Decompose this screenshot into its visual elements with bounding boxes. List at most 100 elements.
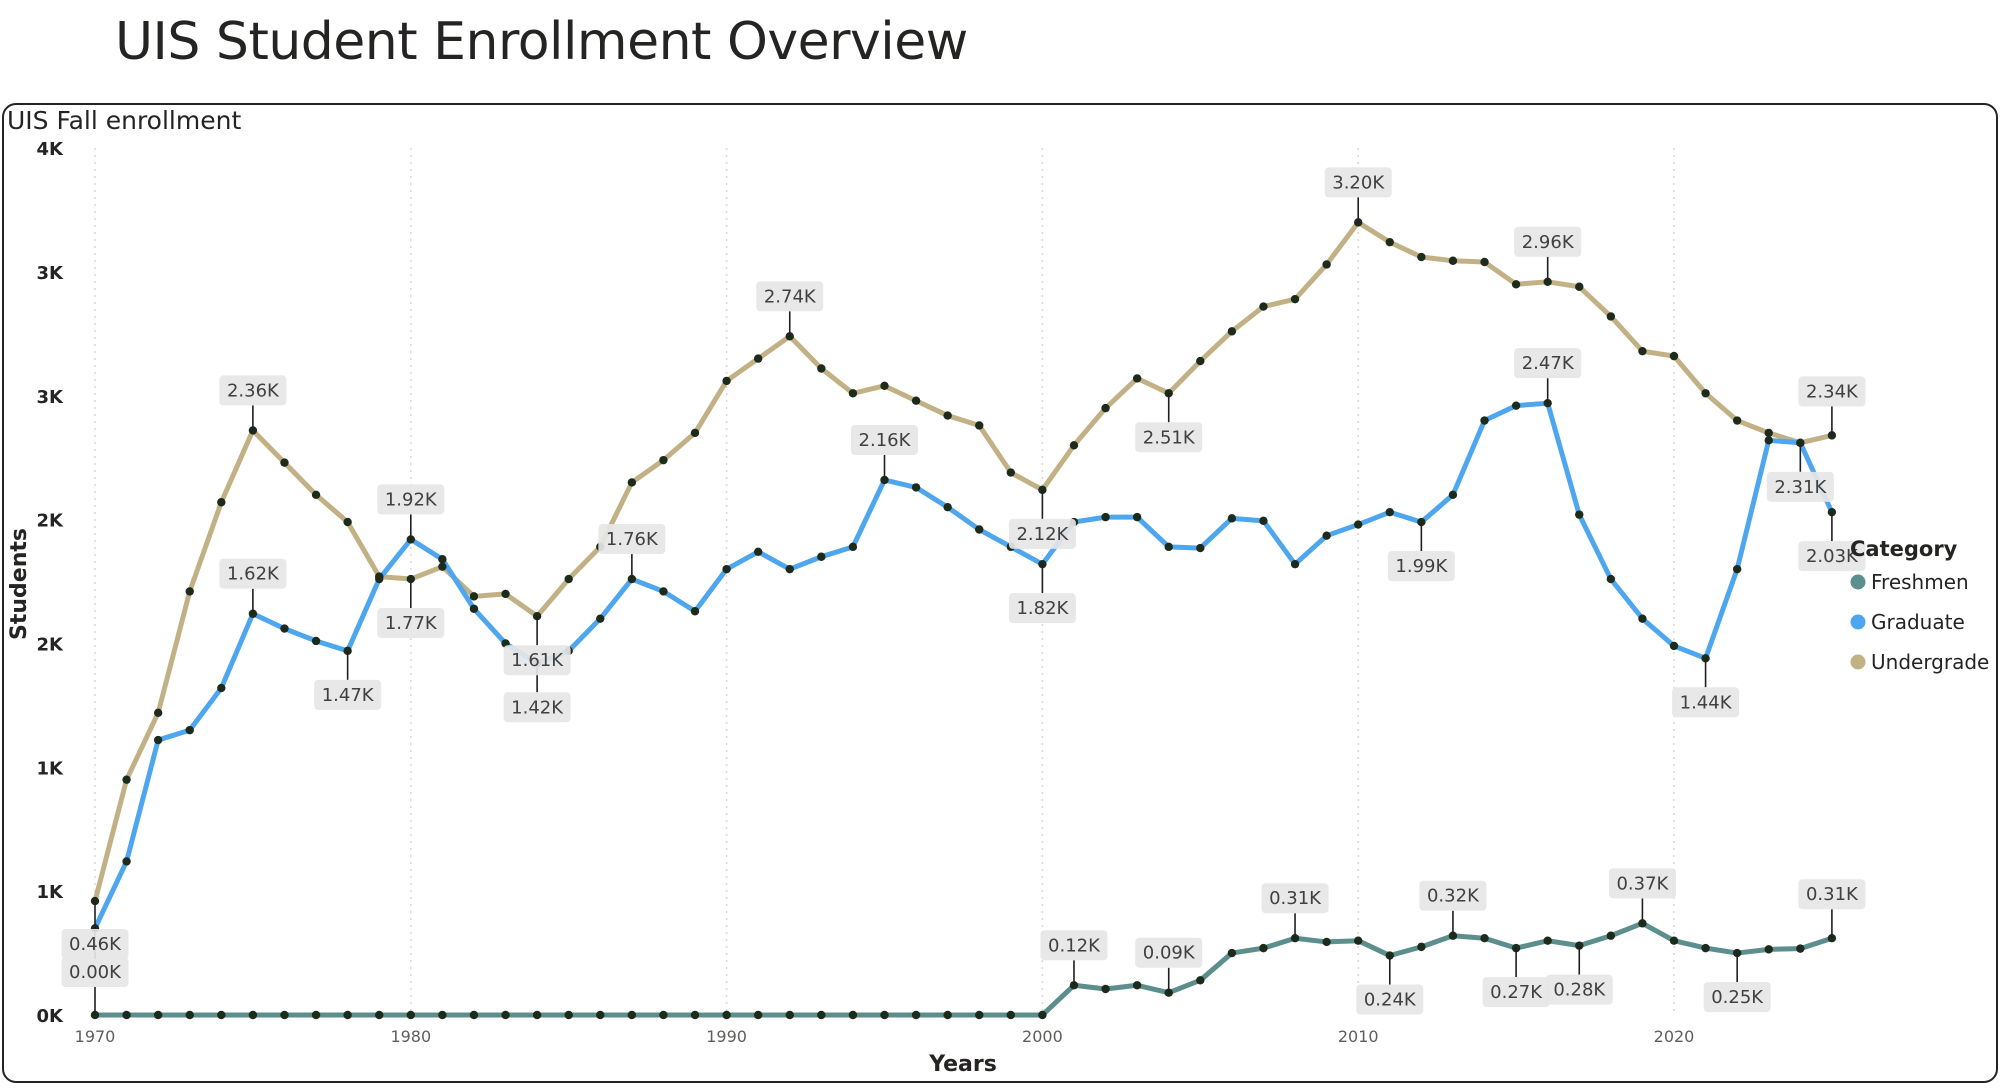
- y-tick-label: 3K: [37, 263, 65, 284]
- data-label: 2.34K: [1806, 381, 1859, 402]
- freshmen-point: [469, 1010, 479, 1020]
- data-label-box: [219, 558, 287, 589]
- freshmen-point: [627, 1010, 637, 1020]
- data-label: 2.74K: [764, 286, 817, 307]
- data-label: 0.32K: [1427, 886, 1480, 907]
- graduate-point: [122, 857, 131, 866]
- graduate-point: [690, 607, 700, 616]
- undergrade-point: [753, 354, 763, 363]
- freshmen-point: [1796, 944, 1805, 953]
- legend-marker: [1850, 654, 1866, 670]
- graduate-point: [1764, 436, 1773, 445]
- undergrade-point: [1101, 403, 1110, 413]
- freshmen-point: [1101, 984, 1110, 994]
- freshmen-point: [122, 1010, 131, 1020]
- legend-title: Category: [1850, 537, 1958, 561]
- freshmen-point: [1227, 948, 1237, 958]
- data-label: 0.46K: [69, 934, 122, 955]
- y-tick-label: 1K: [37, 882, 65, 903]
- data-label: 2.12K: [1016, 524, 1069, 545]
- freshmen-point: [722, 1010, 731, 1020]
- data-label-box: [377, 484, 445, 515]
- undergrade-point: [627, 478, 637, 487]
- undergrade-point: [1196, 356, 1205, 366]
- undergrade-point: [1038, 485, 1047, 495]
- data-label: 2.31K: [1774, 477, 1827, 498]
- legend-marker: [1850, 574, 1866, 590]
- data-label-box: [503, 692, 571, 723]
- freshmen-point: [943, 1010, 952, 1020]
- data-label: 0.00K: [69, 962, 122, 983]
- graduate-point: [1448, 490, 1458, 500]
- graduate-point: [596, 614, 605, 623]
- graduate-point: [217, 683, 226, 693]
- freshmen-point: [438, 1010, 447, 1020]
- undergrade-point: [1764, 428, 1773, 438]
- freshmen-point: [1132, 981, 1142, 990]
- graduate-point: [817, 552, 826, 561]
- data-label-box: [1608, 868, 1676, 899]
- data-label: 0.25K: [1711, 987, 1764, 1008]
- freshmen-point: [1322, 937, 1331, 947]
- data-label-box: [1798, 879, 1866, 910]
- data-label-box: [1356, 984, 1424, 1015]
- y-tick-label: 0K: [37, 1006, 65, 1027]
- data-label: 2.47K: [1522, 353, 1575, 374]
- undergrade-point: [311, 490, 321, 500]
- axes: Students Years 1970 1980 1990 2000 2010 2020 0…: [7, 139, 1694, 1077]
- undergrade-point: [1575, 282, 1584, 291]
- graduate-point: [1227, 514, 1237, 523]
- undergrade-point: [848, 389, 858, 398]
- freshmen-point: [817, 1010, 826, 1020]
- graduate-point: [1290, 559, 1300, 569]
- graduate-point: [1354, 520, 1363, 529]
- graduate-point: [911, 483, 921, 492]
- data-label: 2.36K: [227, 380, 280, 401]
- x-tick-label: 1990: [706, 1027, 747, 1046]
- graduate-point: [1322, 531, 1331, 540]
- graduate-point: [1732, 564, 1742, 574]
- undergrade-point: [1638, 346, 1647, 356]
- data-label: 0.12K: [1048, 935, 1101, 956]
- x-tick-label: 2010: [1338, 1027, 1379, 1046]
- undergrade-point: [722, 376, 731, 386]
- x-tick-label: 2000: [1022, 1027, 1063, 1046]
- undergrade-point: [122, 775, 131, 784]
- freshmen-point: [153, 1010, 163, 1020]
- graduate-point: [469, 604, 479, 613]
- graduate-point: [722, 564, 731, 574]
- legend-marker: [1850, 614, 1866, 630]
- graduate-point: [659, 587, 668, 596]
- freshmen-point: [1669, 936, 1679, 945]
- data-label-box: [1798, 376, 1866, 407]
- undergrade-point: [1732, 416, 1742, 425]
- freshmen-point: [532, 1010, 542, 1020]
- graduate-point: [1638, 614, 1647, 623]
- data-label-box: [1387, 551, 1455, 582]
- freshmen-point: [375, 1010, 384, 1020]
- undergrade-point: [1417, 252, 1426, 262]
- visual-title: UIS Fall enrollment: [7, 106, 242, 135]
- y-tick-label: 3K: [37, 387, 65, 408]
- undergrade-point: [1448, 256, 1458, 265]
- data-label-box: [1545, 974, 1613, 1005]
- data-label-box: [61, 957, 129, 987]
- data-label-box: [851, 424, 918, 455]
- data-label: 0.24K: [1364, 990, 1417, 1011]
- data-label-box: [756, 281, 824, 312]
- data-label-box: [598, 524, 666, 555]
- data-label: 1.62K: [227, 564, 280, 585]
- undergrade-point: [564, 574, 573, 584]
- data-label: 1.92K: [385, 489, 438, 510]
- graduate-point: [1196, 543, 1205, 553]
- freshmen-point: [1006, 1010, 1016, 1020]
- data-label-box: [377, 608, 445, 639]
- undergrade-point: [153, 708, 163, 718]
- freshmen-point: [406, 1010, 415, 1020]
- data-label-box: [1008, 518, 1076, 549]
- undergrade-point: [943, 411, 952, 420]
- graduate-point: [785, 564, 794, 574]
- data-label-box: [219, 375, 287, 406]
- y-axis-title: Students: [7, 528, 32, 640]
